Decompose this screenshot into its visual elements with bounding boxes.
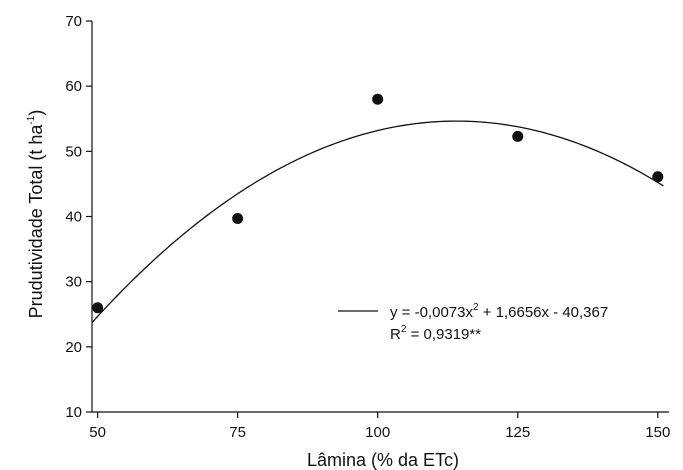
data-point <box>652 171 664 183</box>
x-tick-label: 150 <box>645 424 670 441</box>
legend-equation: y = -0,0073x2 + 1,6656x - 40,367 <box>390 302 608 321</box>
data-point <box>372 93 384 105</box>
y-tick-label: 70 <box>65 13 82 30</box>
data-point <box>232 212 244 224</box>
x-tick-label: 125 <box>505 424 530 441</box>
fit-curve <box>91 120 664 324</box>
x-tick-label: 50 <box>89 424 106 441</box>
y-tick-label: 50 <box>65 143 82 160</box>
axes <box>91 21 669 413</box>
x-tick-label: 100 <box>365 424 390 441</box>
y-tick-label: 60 <box>65 78 82 95</box>
x-ticks: 50 75 100 125 150 <box>89 412 670 441</box>
y-ticks: 10 20 30 40 50 60 70 <box>65 13 92 421</box>
y-tick-label: 30 <box>65 274 82 291</box>
y-tick-label: 20 <box>65 339 82 356</box>
x-tick-label: 75 <box>229 424 246 441</box>
x-axis-title: Lâmina (% da ETc) <box>307 450 459 470</box>
data-point <box>512 130 524 142</box>
data-point <box>92 302 104 314</box>
legend-r-squared: R2 = 0,9319** <box>390 324 481 343</box>
y-tick-label: 10 <box>65 404 82 421</box>
data-points <box>92 93 664 314</box>
y-tick-label: 40 <box>65 209 82 226</box>
y-axis-title: Prudutividade Total (t ha-1) <box>26 110 46 319</box>
